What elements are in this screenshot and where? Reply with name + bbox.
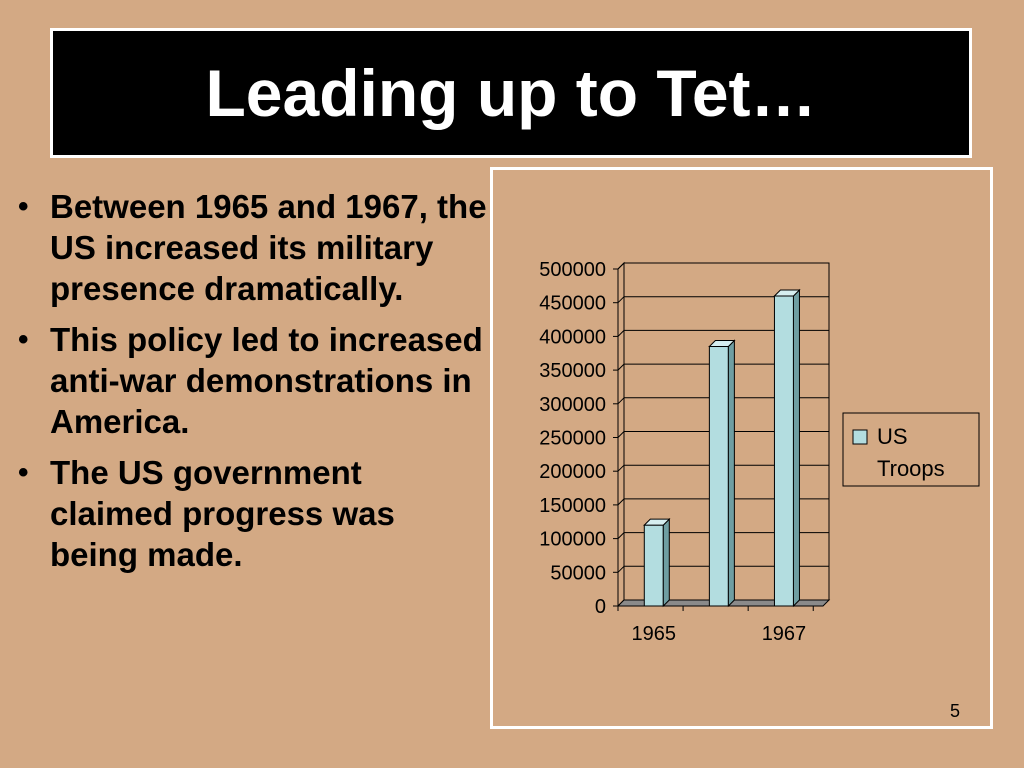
slide-title: Leading up to Tet… xyxy=(205,56,817,130)
gridline-depth xyxy=(617,330,625,337)
bar-side xyxy=(792,288,800,608)
y-tick-label: 50000 xyxy=(550,562,606,584)
y-tick-label: 450000 xyxy=(539,293,606,315)
bar xyxy=(708,346,729,607)
bar-top xyxy=(773,289,801,297)
gridline-depth xyxy=(617,431,625,438)
bar-top xyxy=(643,518,671,526)
bar-side xyxy=(727,339,735,608)
legend-box xyxy=(842,412,980,487)
gridline-depth xyxy=(617,464,625,472)
y-tick-label: 100000 xyxy=(539,529,606,551)
bar xyxy=(773,295,794,607)
legend-swatch xyxy=(852,429,868,445)
gridline-depth xyxy=(617,262,625,270)
bullet-item: • This policy led to increased anti-war … xyxy=(18,319,488,442)
bar-chart: 0 50000 100000 150000 200000 250000 300000 3500… xyxy=(539,259,980,645)
gridline-depth xyxy=(617,363,625,371)
bullet-icon: • xyxy=(18,190,29,223)
legend-label: Troops xyxy=(877,456,945,481)
y-tick-label: 0 xyxy=(595,596,606,618)
y-tick-label: 500000 xyxy=(539,259,606,281)
bullet-text: This policy led to increased anti-war de… xyxy=(50,321,483,440)
x-tick-label: 1965 xyxy=(632,623,677,645)
gridline-depth xyxy=(617,565,625,573)
y-tick-label: 250000 xyxy=(539,428,606,450)
bar xyxy=(643,524,664,607)
bullet-icon: • xyxy=(18,323,29,356)
gridline-depth xyxy=(617,296,625,304)
bar-top xyxy=(708,340,736,348)
x-tick-label: 1967 xyxy=(762,623,807,645)
bullet-item: • Between 1965 and 1967, the US increase… xyxy=(18,186,488,309)
bullet-list: • Between 1965 and 1967, the US increase… xyxy=(18,186,488,585)
bullet-icon: • xyxy=(18,456,29,489)
y-tick-label: 400000 xyxy=(539,326,606,348)
gridline-depth xyxy=(617,532,625,539)
y-tick-label: 150000 xyxy=(539,495,606,517)
bullet-item: • The US government claimed progress was… xyxy=(18,452,488,575)
title-box: Leading up to Tet… xyxy=(50,28,972,158)
bullet-text: Between 1965 and 1967, the US increased … xyxy=(50,188,487,307)
slide-number: 5 xyxy=(949,701,960,721)
y-tick-label: 200000 xyxy=(539,461,606,483)
gridline-depth xyxy=(617,498,625,506)
legend-label: US xyxy=(877,424,908,449)
bullet-text: The US government claimed progress was b… xyxy=(50,454,395,573)
y-tick-label: 300000 xyxy=(539,394,606,416)
bar-side xyxy=(662,517,670,608)
chart-frame: 0 50000 100000 150000 200000 250000 300000 3500… xyxy=(490,167,993,729)
y-tick-label: 350000 xyxy=(539,360,606,382)
gridline-depth xyxy=(617,397,625,405)
